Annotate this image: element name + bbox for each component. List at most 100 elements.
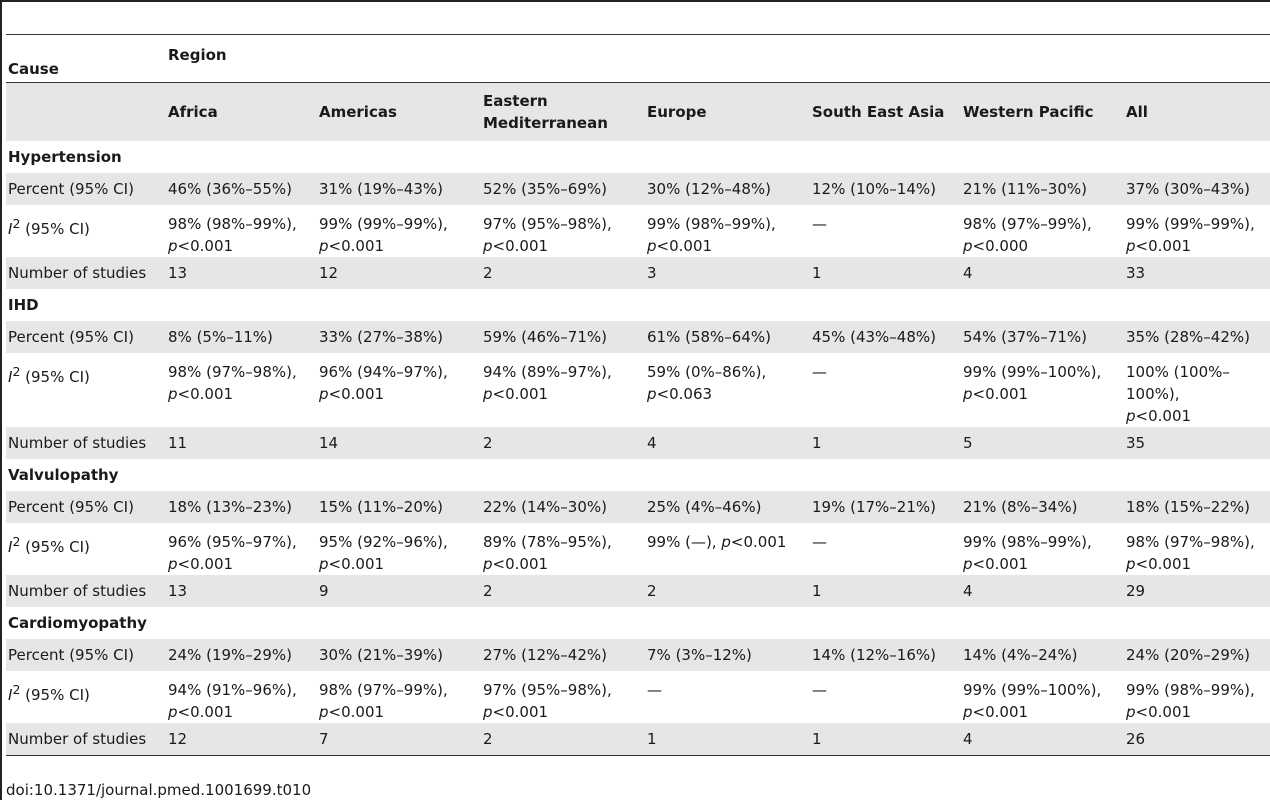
- i2-line: 100%),: [1126, 385, 1180, 403]
- i2-line: 96% (94%–97%),: [319, 363, 448, 381]
- percent-row: Percent (95% CI) 8% (5%–11%) 33% (27%–38%)…: [6, 321, 1270, 353]
- i2-cell: 98% (97%–98%), p<0.001: [166, 353, 317, 427]
- p-italic: p: [647, 385, 657, 403]
- column-header: South East Asia: [810, 82, 961, 141]
- percent-cell: 27% (12%–42%): [481, 639, 645, 671]
- i2-line: 98% (97%–99%),: [319, 681, 448, 699]
- i2-superscript: 2: [12, 682, 21, 697]
- i2-cell: 95% (92%–96%), p<0.001: [317, 523, 481, 575]
- p-italic: p: [168, 555, 178, 573]
- i2-cell: 94% (91%–96%), p<0.001: [166, 671, 317, 723]
- section-title: IHD: [8, 296, 39, 314]
- i2-line: 98% (97%–98%),: [168, 363, 297, 381]
- row-label-percent: Percent (95% CI): [6, 173, 166, 205]
- percent-row: Percent (95% CI) 46% (36%–55%) 31% (19%–43…: [6, 173, 1270, 205]
- i2-cell: 97% (95%–98%), p<0.001: [481, 205, 645, 257]
- percent-cell: 18% (13%–23%): [166, 491, 317, 523]
- p-italic: p: [1126, 237, 1136, 255]
- studies-cell: 13: [166, 575, 317, 607]
- i2-line: 94% (89%–97%),: [483, 363, 612, 381]
- i2-cell: 99% (98%–99%), p<0.001: [1124, 671, 1270, 723]
- top-border: [0, 0, 1270, 2]
- i2-cell: 99% (99%–100%), p<0.001: [961, 353, 1124, 427]
- i2-line: —: [812, 533, 827, 551]
- studies-cell: 1: [810, 427, 961, 459]
- i2-line: 94% (91%–96%),: [168, 681, 297, 699]
- column-header: Americas: [317, 82, 481, 141]
- percent-cell: 12% (10%–14%): [810, 173, 961, 205]
- percent-cell: 33% (27%–38%): [317, 321, 481, 353]
- i2-line: p<0.063: [647, 385, 713, 403]
- studies-cell: 1: [645, 723, 810, 756]
- i2-line: 59% (0%–86%),: [647, 363, 767, 381]
- p-italic: p: [319, 555, 329, 573]
- i2-line: —: [812, 215, 827, 233]
- studies-cell: 9: [317, 575, 481, 607]
- header-blank-cell: [6, 82, 166, 141]
- i2-line: 96% (95%–97%),: [168, 533, 297, 551]
- i2-line: 99% (98%–99%),: [647, 215, 776, 233]
- row-label-studies: Number of studies: [6, 723, 166, 756]
- header-row-1: Cause Region: [6, 42, 1270, 83]
- section-row: Cardiomyopathy: [6, 607, 1270, 639]
- studies-cell: 1: [810, 257, 961, 289]
- p-italic: p: [963, 385, 973, 403]
- section-title: Hypertension: [8, 148, 122, 166]
- i2-line: p<0.001: [319, 237, 385, 255]
- i2-cell: 98% (98%–99%), p<0.001: [166, 205, 317, 257]
- row-label-studies: Number of studies: [6, 575, 166, 607]
- studies-cell: 2: [481, 575, 645, 607]
- i2-line: p<0.001: [319, 555, 385, 573]
- p-italic: p: [483, 555, 493, 573]
- row-label-i2: I2 (95% CI): [6, 671, 166, 723]
- studies-cell: 5: [961, 427, 1124, 459]
- percent-cell: 8% (5%–11%): [166, 321, 317, 353]
- i2-line: p<0.001: [319, 385, 385, 403]
- p-italic: p: [168, 703, 178, 721]
- i2-line: p<0.001: [963, 555, 1029, 573]
- i2-line: p<0.001: [1126, 407, 1192, 425]
- i2-cell: 94% (89%–97%), p<0.001: [481, 353, 645, 427]
- i2-row: I2 (95% CI) 98% (98%–99%), p<0.001 99% (99%…: [6, 205, 1270, 257]
- percent-cell: 19% (17%–21%): [810, 491, 961, 523]
- i2-cell: —: [810, 523, 961, 575]
- column-header: Africa: [166, 82, 317, 141]
- percent-cell: 35% (28%–42%): [1124, 321, 1270, 353]
- row-label-i2: I2 (95% CI): [6, 205, 166, 257]
- i2-superscript: 2: [12, 534, 21, 549]
- percent-row: Percent (95% CI) 18% (13%–23%) 15% (11%–20…: [6, 491, 1270, 523]
- percent-cell: 30% (12%–48%): [645, 173, 810, 205]
- row-label-percent: Percent (95% CI): [6, 639, 166, 671]
- studies-row: Number of studies 13 12 2 3 1 4 33: [6, 257, 1270, 289]
- i2-symbol: I: [8, 220, 13, 238]
- studies-row: Number of studies 13 9 2 2 1 4 29: [6, 575, 1270, 607]
- i2-line: 99% (—), p<0.001: [647, 533, 787, 551]
- percent-cell: 24% (19%–29%): [166, 639, 317, 671]
- i2-line: —: [812, 363, 827, 381]
- percent-cell: 37% (30%–43%): [1124, 173, 1270, 205]
- studies-cell: 35: [1124, 427, 1270, 459]
- percent-cell: 45% (43%–48%): [810, 321, 961, 353]
- studies-cell: 2: [645, 575, 810, 607]
- section-row: IHD: [6, 289, 1270, 321]
- studies-cell: 3: [645, 257, 810, 289]
- i2-line: p<0.001: [483, 237, 549, 255]
- studies-cell: 4: [961, 723, 1124, 756]
- i2-row: I2 (95% CI) 98% (97%–98%), p<0.001 96% (94%…: [6, 353, 1270, 427]
- i2-cell: —: [810, 353, 961, 427]
- i2-line: p<0.001: [168, 555, 234, 573]
- i2-cell: 100% (100%– 100%), p<0.001: [1124, 353, 1270, 427]
- studies-cell: 4: [961, 257, 1124, 289]
- header-cause: Cause: [8, 60, 59, 78]
- i2-cell: 99% (99%–99%), p<0.001: [1124, 205, 1270, 257]
- i2-line: 99% (98%–99%),: [1126, 681, 1255, 699]
- percent-cell: 54% (37%–71%): [961, 321, 1124, 353]
- i2-line: p<0.001: [319, 703, 385, 721]
- results-table: Cause Region Africa Americas Eastern Medit…: [6, 42, 1270, 756]
- studies-cell: 14: [317, 427, 481, 459]
- i2-cell: —: [645, 671, 810, 723]
- header-row-2: Africa Americas Eastern Mediterranean Europ…: [6, 82, 1270, 141]
- i2-line: 98% (98%–99%),: [168, 215, 297, 233]
- studies-cell: 7: [317, 723, 481, 756]
- i2-row: I2 (95% CI) 96% (95%–97%), p<0.001 95% (92%…: [6, 523, 1270, 575]
